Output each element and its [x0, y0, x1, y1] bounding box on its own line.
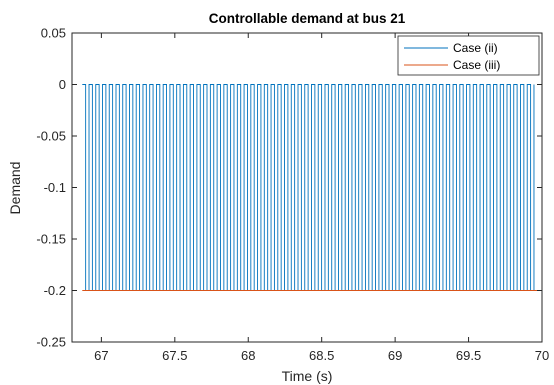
y-axis-ticks: 0.05 0 -0.05 -0.1 -0.15 -0.2 -0.25 — [36, 26, 542, 350]
legend: Case (ii) Case (iii) — [397, 35, 540, 76]
plot-area — [72, 33, 542, 342]
y-tick-label: 0.05 — [41, 26, 66, 41]
x-axis-label: Time (s) — [282, 368, 333, 384]
y-axis-label: Demand — [7, 162, 23, 215]
legend-label-case-iii: Case (iii) — [453, 58, 500, 72]
y-tick-label: -0.15 — [36, 232, 66, 247]
x-tick-label: 67.5 — [162, 348, 187, 363]
x-tick-label: 68.5 — [309, 348, 334, 363]
legend-label-case-ii: Case (ii) — [453, 41, 498, 55]
x-tick-label: 69.5 — [456, 348, 481, 363]
series-line-case-ii — [82, 84, 535, 291]
y-tick-label: -0.2 — [44, 283, 66, 298]
y-tick-label: -0.05 — [36, 129, 66, 144]
chart-title: Controllable demand at bus 21 — [209, 11, 406, 26]
y-tick-label: -0.1 — [44, 180, 66, 195]
x-tick-label: 70 — [535, 348, 549, 363]
series-case-ii — [82, 84, 535, 291]
x-tick-label: 68 — [241, 348, 255, 363]
x-tick-label: 67 — [94, 348, 108, 363]
y-tick-label: 0 — [59, 77, 66, 92]
x-axis-ticks: 67 67.5 68 68.5 69 69.5 70 — [94, 33, 549, 363]
y-tick-label: -0.25 — [36, 335, 66, 350]
legend-box — [397, 35, 540, 76]
x-tick-label: 69 — [388, 348, 402, 363]
